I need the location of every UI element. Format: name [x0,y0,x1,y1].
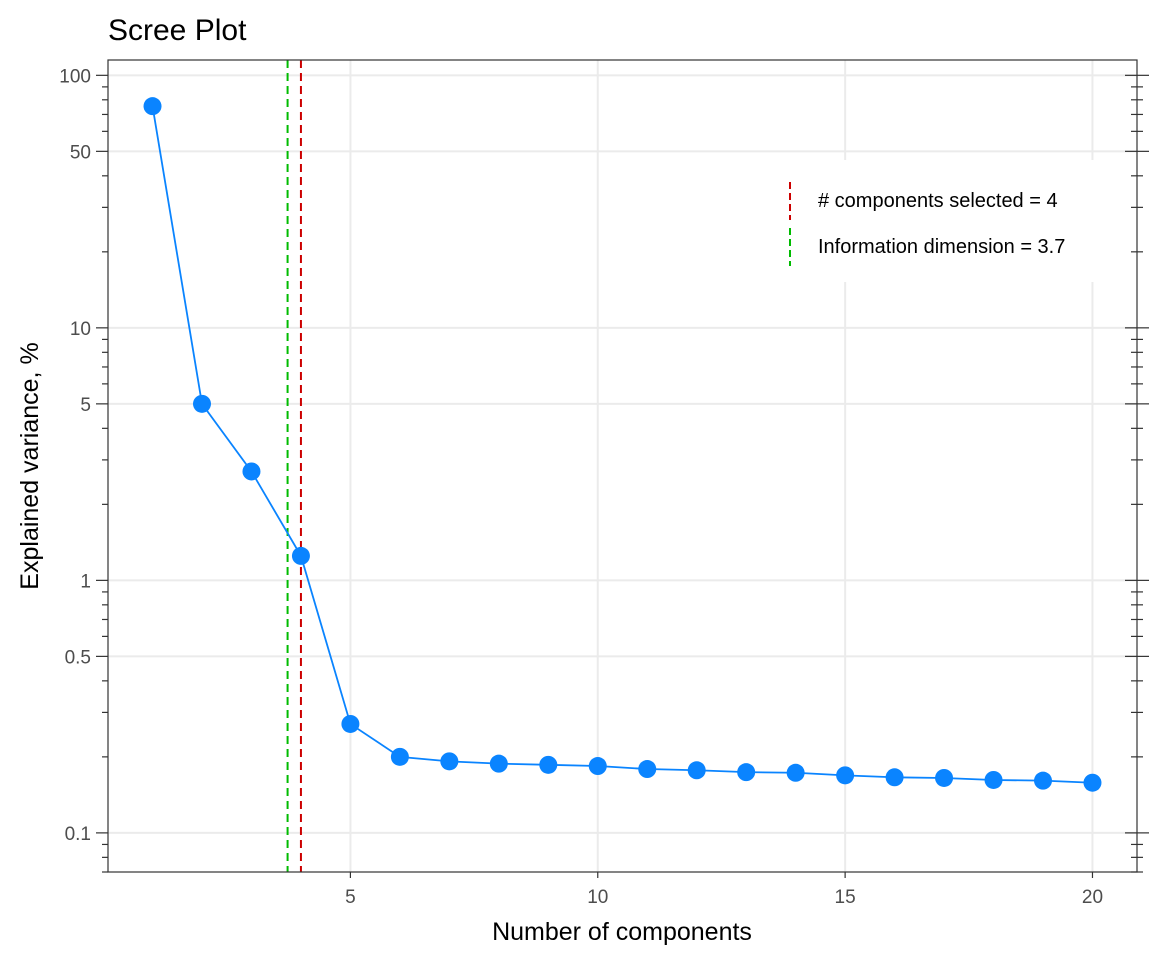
data-point [588,757,607,776]
y-tick-label: 0.1 [65,824,91,845]
reference-lines [286,60,302,872]
panel-border [107,59,1138,873]
y-tick-label: 0.5 [65,647,91,668]
data-point [885,768,904,787]
data-point [192,394,211,413]
data-point [143,97,162,116]
data-point [489,754,508,773]
data-point [786,763,805,782]
series-layer [143,97,1102,792]
legend-box [776,160,1121,282]
y-tick-label: 1 [80,571,91,592]
legend-label: Information dimension = 3.7 [818,236,1065,258]
data-point [638,760,657,779]
y-tick-label: 50 [70,142,91,163]
x-tick-label: 15 [835,887,856,908]
x-tick-label: 20 [1082,887,1103,908]
y-axis-title: Explained variance, % [16,342,44,589]
data-point [440,752,459,771]
data-point [687,761,706,780]
data-point [1083,773,1102,792]
data-point [737,763,756,782]
data-point [1034,771,1053,790]
x-axis-title: Number of components [492,918,752,946]
chart-title: Scree Plot [108,14,247,47]
legend: # components selected = 4 Information dim… [776,160,1121,282]
data-point [935,768,954,787]
data-point [291,546,310,565]
x-tick-label: 10 [587,887,608,908]
y-tick-label: 100 [59,66,91,87]
y-tick-label: 10 [70,319,91,340]
data-point [242,462,261,481]
data-point [836,766,855,785]
data-point [984,770,1003,789]
data-point [539,755,558,774]
x-tick-label: 5 [345,887,356,908]
data-point [341,714,360,733]
y-tick-label: 5 [80,395,91,416]
legend-label: # components selected = 4 [818,190,1058,212]
data-point [390,747,409,766]
